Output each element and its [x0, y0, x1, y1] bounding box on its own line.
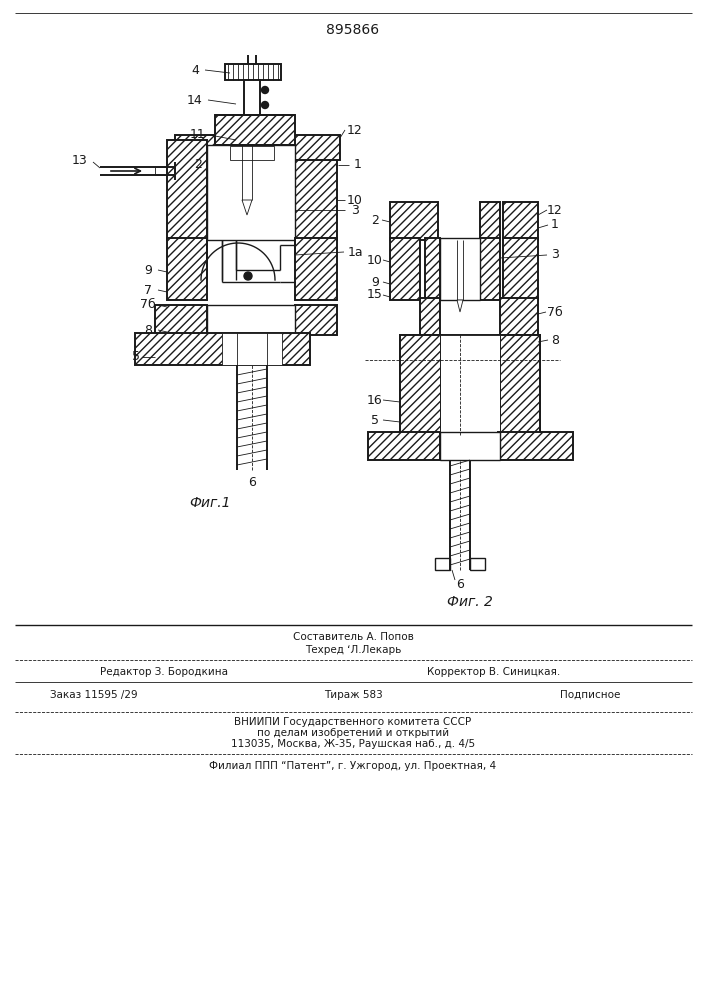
Bar — [503, 238, 538, 300]
Text: 895866: 895866 — [327, 23, 380, 37]
Text: 9: 9 — [371, 275, 379, 288]
Text: ВНИИПИ Государственного комитета СССР: ВНИИПИ Государственного комитета СССР — [235, 717, 472, 727]
Text: Филиал ППП “Патент”, г. Ужгород, ул. Проектная, 4: Филиал ППП “Патент”, г. Ужгород, ул. Про… — [209, 761, 496, 771]
Bar — [295, 305, 337, 335]
Circle shape — [237, 176, 243, 184]
Text: 16: 16 — [367, 393, 383, 406]
Text: 13: 13 — [72, 153, 88, 166]
Bar — [175, 135, 215, 185]
Bar — [440, 432, 500, 460]
Bar — [480, 238, 500, 300]
Text: 8: 8 — [144, 324, 152, 336]
Text: 6: 6 — [248, 476, 256, 488]
Text: 2: 2 — [371, 214, 379, 227]
Text: 3: 3 — [551, 248, 559, 261]
Text: Фиг.1: Фиг.1 — [189, 496, 230, 510]
Polygon shape — [457, 300, 463, 312]
Bar — [390, 238, 420, 300]
Bar — [400, 335, 442, 435]
Circle shape — [262, 161, 269, 168]
Text: Подписное: Подписное — [560, 690, 620, 700]
Text: 7: 7 — [144, 284, 152, 296]
Text: 14: 14 — [187, 94, 203, 106]
Circle shape — [237, 116, 243, 123]
Circle shape — [244, 272, 252, 280]
Bar — [503, 202, 538, 240]
Text: Тираж 583: Тираж 583 — [324, 690, 382, 700]
Text: 10: 10 — [367, 253, 383, 266]
Circle shape — [237, 161, 243, 168]
Bar — [500, 298, 538, 340]
Text: 6: 6 — [456, 578, 464, 591]
Bar — [155, 167, 175, 175]
Bar — [435, 558, 450, 570]
Text: 2: 2 — [194, 158, 202, 172]
Text: 7б: 7б — [140, 298, 156, 312]
Bar — [440, 238, 480, 300]
Text: 5: 5 — [132, 351, 140, 363]
Text: Фиг. 2: Фиг. 2 — [447, 595, 493, 609]
Circle shape — [262, 131, 269, 138]
Text: 1: 1 — [551, 219, 559, 232]
Bar — [440, 335, 500, 435]
Bar — [230, 146, 274, 160]
Bar — [167, 238, 207, 300]
Bar — [280, 135, 340, 160]
Text: 4: 4 — [191, 64, 199, 77]
Bar — [244, 80, 260, 140]
Circle shape — [262, 192, 269, 198]
Text: 12: 12 — [547, 204, 563, 217]
Text: 9: 9 — [144, 263, 152, 276]
Circle shape — [237, 131, 243, 138]
Text: Заказ 11595 /29: Заказ 11595 /29 — [50, 690, 138, 700]
Text: 10: 10 — [347, 194, 363, 207]
Bar — [215, 115, 295, 145]
Bar — [295, 140, 337, 240]
Text: 8: 8 — [551, 334, 559, 347]
Text: 1а: 1а — [347, 245, 363, 258]
Bar — [368, 432, 440, 460]
Bar — [225, 64, 281, 80]
Circle shape — [262, 176, 269, 184]
Bar — [498, 335, 540, 435]
Text: Редактор З. Бородкина: Редактор З. Бородкина — [100, 667, 228, 677]
Text: 7б: 7б — [547, 306, 563, 318]
Bar — [390, 202, 438, 240]
Bar — [425, 238, 440, 300]
Polygon shape — [242, 200, 252, 215]
Bar — [295, 238, 337, 300]
Circle shape — [262, 146, 269, 153]
Text: 1: 1 — [354, 158, 362, 172]
Bar — [222, 333, 282, 365]
Circle shape — [262, 116, 269, 123]
Circle shape — [262, 87, 269, 94]
Bar — [480, 202, 500, 240]
Text: Корректор В. Синицкая.: Корректор В. Синицкая. — [427, 667, 560, 677]
Circle shape — [237, 146, 243, 153]
Bar — [135, 333, 310, 365]
Bar — [498, 432, 573, 460]
Text: 15: 15 — [367, 288, 383, 302]
Bar — [155, 305, 207, 335]
Bar — [470, 558, 485, 570]
Text: 11: 11 — [190, 128, 206, 141]
Text: Составитель А. Попов: Составитель А. Попов — [293, 632, 414, 642]
Text: 3: 3 — [351, 204, 359, 217]
Text: 5: 5 — [371, 414, 379, 426]
Text: 12: 12 — [347, 123, 363, 136]
Bar — [167, 140, 207, 240]
Bar — [207, 305, 295, 335]
Text: Техред ʻЛ.Лекарь: Техред ʻЛ.Лекарь — [305, 645, 401, 655]
Bar — [207, 145, 295, 240]
Circle shape — [262, 102, 269, 108]
Bar — [420, 298, 440, 340]
Text: по делам изобретений и открытий: по делам изобретений и открытий — [257, 728, 449, 738]
Text: 113035, Москва, Ж-35, Раушская наб., д. 4/5: 113035, Москва, Ж-35, Раушская наб., д. … — [231, 739, 475, 749]
Bar — [400, 335, 540, 435]
